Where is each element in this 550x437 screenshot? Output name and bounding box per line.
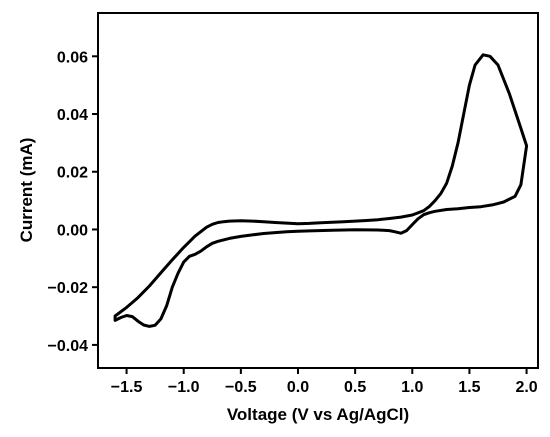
y-tick-label: 0.00: [57, 222, 88, 239]
x-tick-label: −1.0: [168, 379, 200, 396]
y-tick-label: −0.04: [48, 338, 89, 355]
x-tick-label: 0.5: [344, 379, 366, 396]
x-axis: −1.5 −1.0 −0.5 0.0 0.5 1.0 1.5 2.0: [111, 368, 538, 396]
x-tick-label: 1.5: [458, 379, 480, 396]
y-tick-label: −0.02: [48, 280, 89, 297]
y-tick-label: 0.06: [57, 49, 88, 66]
y-tick-label: 0.02: [57, 165, 88, 182]
x-axis-title: Voltage (V vs Ag/AgCl): [227, 405, 409, 424]
y-axis-title: Current (mA): [17, 138, 36, 243]
x-tick-label: 1.0: [401, 379, 423, 396]
x-tick-label: −1.5: [111, 379, 143, 396]
x-tick-label: 0.0: [287, 379, 309, 396]
y-tick-label: 0.04: [57, 107, 88, 124]
y-axis: −0.04 −0.02 0.00 0.02 0.04 0.06: [48, 49, 98, 355]
x-tick-label: 2.0: [515, 379, 537, 396]
x-tick-label: −0.5: [225, 379, 257, 396]
plot-frame: [97, 12, 539, 369]
cv-curve: [113, 53, 529, 328]
